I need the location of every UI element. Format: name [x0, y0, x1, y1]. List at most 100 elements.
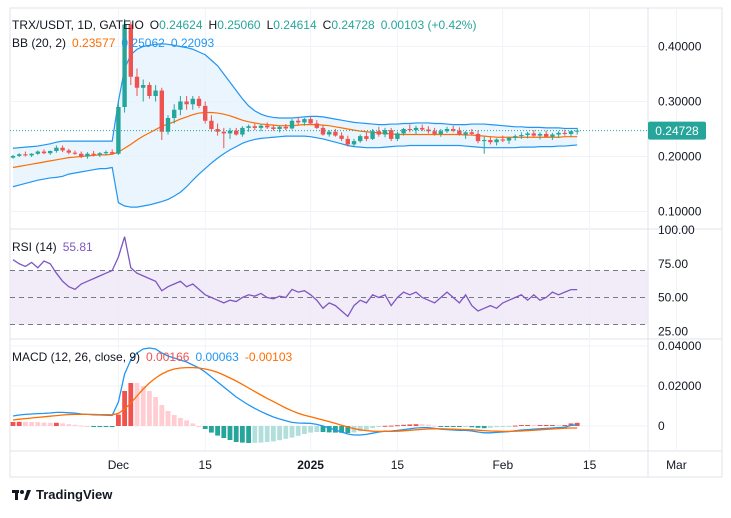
- price-tick-label: 0.30000: [658, 95, 702, 109]
- high-label: H: [208, 18, 218, 32]
- candle-body: [420, 127, 425, 130]
- candle: [413, 125, 419, 135]
- candle: [376, 126, 381, 137]
- candle-body: [203, 105, 208, 121]
- candle-body: [110, 152, 115, 154]
- candle-body: [147, 85, 152, 96]
- candle-body: [141, 85, 146, 88]
- macd-label: MACD (12, 26, close, 9): [12, 350, 141, 364]
- macd-histogram-bar: [326, 426, 332, 433]
- candle: [382, 127, 388, 138]
- candle: [519, 132, 524, 139]
- candle: [203, 101, 208, 124]
- candle: [153, 85, 158, 102]
- candle-body: [550, 134, 555, 137]
- macd-histogram-bar: [91, 426, 96, 427]
- candle-body: [258, 125, 264, 128]
- macd-histogram-bar: [475, 426, 481, 428]
- candle-body: [358, 136, 363, 142]
- candle-body: [271, 127, 276, 129]
- candle: [258, 124, 264, 132]
- candle-body: [41, 151, 47, 154]
- candle: [488, 136, 493, 145]
- candle-body: [370, 131, 375, 139]
- candle-body: [345, 138, 350, 145]
- price-tick-label: 0.10000: [658, 205, 702, 219]
- candle-body: [128, 24, 133, 77]
- candle: [17, 153, 22, 158]
- candle-body: [227, 130, 233, 134]
- time-tick-label: 15: [583, 458, 597, 472]
- macd-histogram-bar: [54, 422, 59, 426]
- signal-line: [12, 366, 578, 433]
- candle: [234, 127, 239, 136]
- candle: [457, 127, 462, 136]
- macd-histogram-bar: [543, 425, 549, 426]
- macd-histogram-bar: [494, 426, 499, 428]
- candle-body: [184, 101, 189, 105]
- candle-body: [196, 98, 202, 106]
- ohlc-legend: TRX/USDT, 1D, GATEIO O 0.24624 H 0.25060 L…: [12, 18, 476, 32]
- candle-body: [23, 154, 28, 156]
- candle: [513, 134, 518, 141]
- candle: [252, 123, 257, 131]
- candle-body: [79, 153, 84, 157]
- candle: [506, 136, 512, 144]
- candle: [432, 127, 437, 136]
- candle-body: [97, 153, 102, 155]
- macd-histogram-bar: [171, 415, 177, 426]
- macd-histogram-bar: [370, 426, 375, 428]
- candle: [531, 130, 536, 137]
- macd-histogram-bar: [574, 422, 580, 426]
- price-tag-box: [648, 121, 706, 140]
- macd-histogram-bar: [438, 426, 444, 427]
- candle: [41, 149, 47, 155]
- macd-histogram-bar: [295, 426, 301, 436]
- candle-body: [209, 120, 214, 129]
- macd-histogram-bar: [562, 425, 568, 426]
- candle: [333, 129, 338, 137]
- macd-hist-value: 0.00166: [146, 350, 190, 364]
- rsi-line: [12, 236, 578, 318]
- candle: [296, 116, 301, 125]
- bb-lower-value: 0.22093: [170, 36, 215, 50]
- macd-histogram-bar: [550, 425, 555, 426]
- macd-histogram-bar: [202, 426, 208, 429]
- candle: [364, 132, 369, 142]
- candle-body: [531, 133, 536, 136]
- candle: [351, 138, 357, 147]
- high-value: 0.25060: [217, 18, 261, 32]
- candle: [79, 151, 84, 159]
- macd-histogram-bar: [240, 426, 245, 443]
- macd-histogram-bar: [23, 421, 28, 426]
- candle: [389, 127, 394, 142]
- candle-body: [432, 131, 437, 134]
- open-label: O: [149, 18, 160, 32]
- macd-signal-value: -0.00103: [244, 350, 293, 364]
- candle-body: [333, 131, 338, 136]
- candle-body: [17, 154, 22, 156]
- candle-body: [302, 119, 307, 123]
- candle-body: [494, 139, 499, 143]
- candle: [184, 96, 189, 110]
- macd-histogram-bar: [66, 424, 72, 426]
- tradingview-logo[interactable]: TradingView: [12, 487, 112, 502]
- macd-histogram-bar: [72, 424, 78, 426]
- candle: [475, 130, 481, 144]
- candle: [91, 151, 96, 157]
- macd-tick-label: 0.04000: [658, 339, 702, 353]
- candle: [469, 129, 474, 136]
- candle: [339, 132, 344, 142]
- chart-border: [9, 7, 723, 478]
- macd-histogram-bar: [450, 426, 456, 427]
- candle-body: [382, 130, 388, 135]
- candle-body: [190, 98, 195, 105]
- candle: [544, 130, 549, 138]
- candle: [128, 21, 133, 85]
- macd-histogram-bar: [469, 426, 475, 428]
- candle: [314, 120, 319, 129]
- macd-histogram-bar: [258, 426, 264, 443]
- macd-histogram-bar: [140, 386, 146, 426]
- candle: [426, 126, 431, 134]
- candle-body: [172, 109, 177, 118]
